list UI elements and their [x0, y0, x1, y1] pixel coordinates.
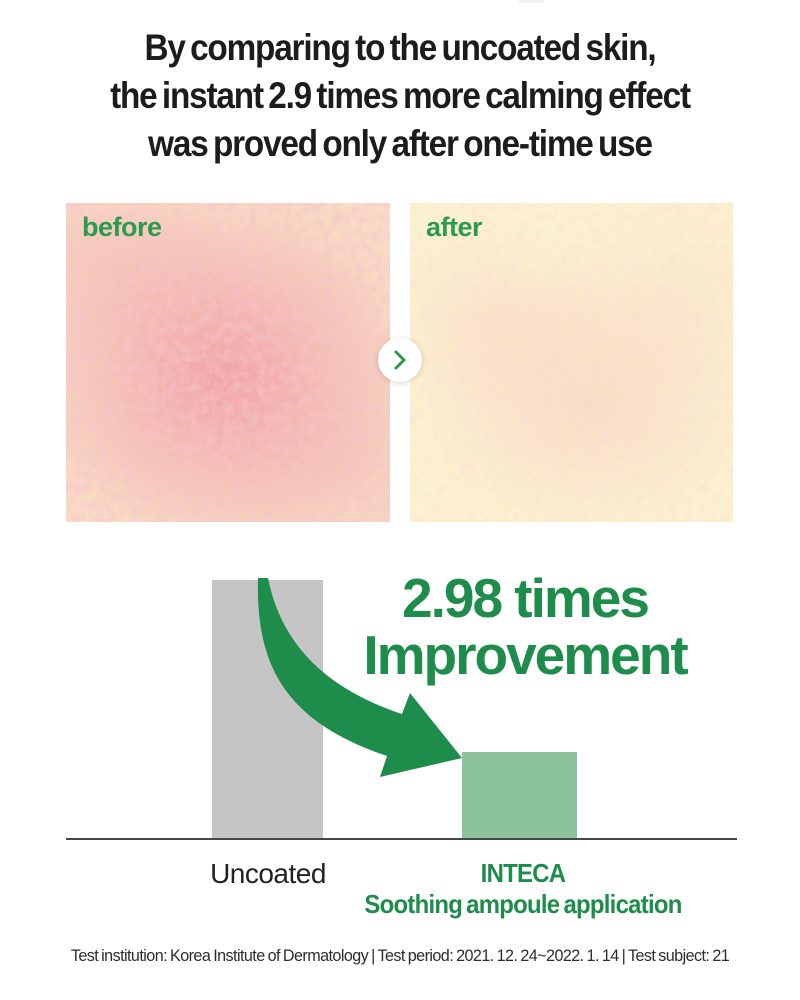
- compare-next-button[interactable]: [378, 338, 422, 382]
- label-inteca-line-1: INTECA: [480, 858, 566, 888]
- label-uncoated: Uncoated: [210, 858, 326, 889]
- annotation-line-1: 2.98 times: [401, 567, 650, 629]
- headline-line-2: the instant 2.9 times more calming effec…: [110, 75, 691, 116]
- bar-inteca: [462, 752, 577, 839]
- headline-line-1: By comparing to the uncoated skin,: [144, 27, 656, 68]
- before-skin-image: before: [66, 203, 390, 522]
- headline-line-3: was proved only after one-time use: [148, 123, 653, 164]
- skin-texture: [66, 203, 390, 522]
- chevron-right-icon: [394, 350, 406, 370]
- skin-texture: [410, 203, 733, 522]
- before-label: before: [82, 212, 162, 242]
- after-skin-image: after: [410, 203, 733, 522]
- label-inteca-line-2: Soothing ampoule application: [364, 889, 682, 919]
- after-label: after: [426, 212, 483, 242]
- test-disclaimer: Test institution: Korea Institute of Der…: [70, 946, 730, 965]
- bar-uncoated: [212, 580, 323, 839]
- chart-baseline: [66, 838, 737, 840]
- chart-annotation: 2.98 times Improvement: [340, 570, 710, 684]
- headline: By comparing to the uncoated skin, the i…: [40, 24, 760, 168]
- annotation-line-2: Improvement: [363, 624, 688, 686]
- top-edge-artifact: [519, 0, 544, 3]
- label-inteca: INTECA Soothing ampoule application: [355, 858, 692, 919]
